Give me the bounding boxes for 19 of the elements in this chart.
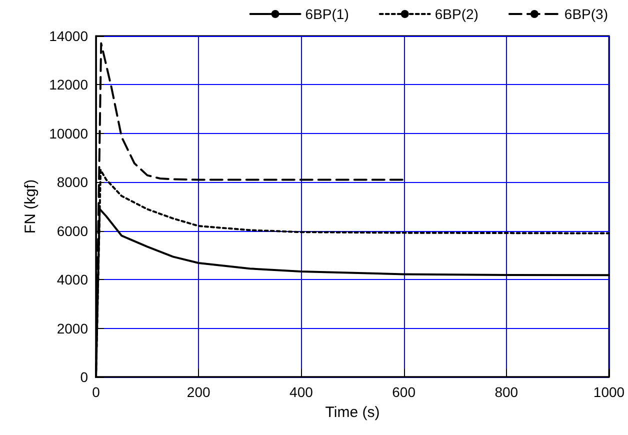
legend-label: 6BP(3) — [564, 6, 608, 22]
x-tick-label: 600 — [392, 384, 416, 400]
y-tick-label: 6000 — [56, 222, 88, 239]
x-tick-label: 800 — [494, 384, 518, 400]
legend-label: 6BP(1) — [305, 6, 349, 22]
y-tick-label: 10000 — [49, 125, 88, 142]
y-tick-label: 4000 — [56, 272, 88, 288]
y-tick-label: 12000 — [49, 76, 88, 93]
x-axis-title: Time (s) — [325, 404, 380, 421]
x-tick-label: 0 — [92, 384, 100, 400]
y-axis-title: FN (kgf) — [22, 179, 40, 234]
y-tick-label: 0 — [80, 369, 88, 385]
y-tick-label: 2000 — [56, 320, 88, 336]
x-tick-label: 1000 — [593, 384, 625, 400]
y-tick-label: 14000 — [49, 28, 88, 44]
x-tick-label: 200 — [186, 384, 210, 400]
y-tick-label: 8000 — [56, 174, 88, 190]
legend-label: 6BP(2) — [434, 6, 478, 22]
x-tick-label: 400 — [290, 384, 314, 400]
